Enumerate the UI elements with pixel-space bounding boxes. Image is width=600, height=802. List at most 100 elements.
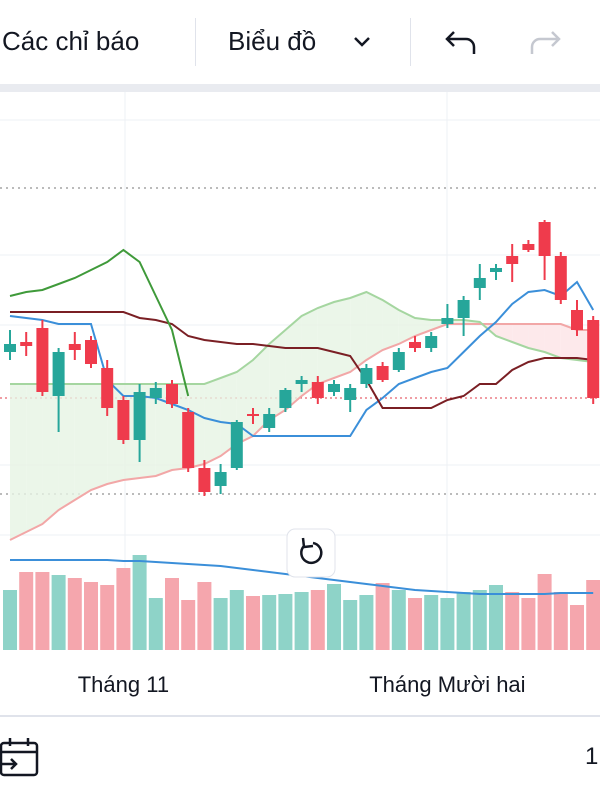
divider: [410, 18, 411, 66]
volume-bar: [359, 595, 374, 650]
candle-body: [490, 268, 502, 272]
volume-bar: [19, 572, 34, 650]
volume-bar: [375, 583, 390, 650]
plot: [3, 220, 600, 650]
candle-body: [311, 382, 324, 398]
chart-type-button[interactable]: Biểu đồ: [228, 26, 317, 56]
cloud-fill: [91, 384, 108, 490]
volume-bar: [521, 598, 536, 650]
candle-body: [554, 256, 567, 300]
chevron-icon: [354, 37, 370, 47]
volume-bar: [553, 592, 568, 650]
candle-body: [538, 222, 551, 256]
cloud-fill: [496, 324, 513, 342]
redo-button[interactable]: [528, 28, 562, 58]
volume-bar: [213, 598, 228, 650]
volume-bar: [181, 600, 196, 650]
cloud-fill: [350, 292, 367, 372]
candle-body: [133, 392, 146, 440]
volume-bar: [165, 578, 179, 650]
range-label[interactable]: 1: [585, 743, 599, 770]
volume-bar: [456, 592, 471, 650]
candle-body: [230, 422, 243, 468]
volume-bar: [148, 598, 163, 650]
reset-button[interactable]: [286, 528, 336, 578]
indicator-line: [9, 248, 190, 397]
indicators-button[interactable]: Các chỉ báo: [2, 26, 140, 56]
span-a-line: [9, 323, 594, 541]
separator: [0, 84, 600, 92]
candle-body: [328, 384, 340, 392]
volume-bar: [3, 590, 17, 650]
candle-body: [52, 352, 65, 396]
cloud-fill: [253, 344, 270, 436]
cloud-fill: [285, 316, 302, 410]
cloud-fill: [317, 302, 334, 384]
volume-bar: [391, 590, 406, 650]
candle-body: [457, 300, 470, 318]
candle-body: [344, 388, 357, 400]
cloud-fill: [512, 324, 529, 348]
volume-bar: [67, 578, 82, 650]
candle-body: [473, 278, 486, 288]
candle-body: [425, 336, 438, 348]
candle-body: [441, 318, 454, 324]
volume-bar: [229, 590, 244, 650]
candle-body: [4, 344, 16, 352]
undo-button[interactable]: [444, 28, 478, 58]
cloud-fill: [10, 384, 27, 540]
volume-bar: [100, 585, 115, 650]
volume-bar: [35, 572, 50, 650]
candle-body: [522, 244, 535, 250]
chart: Tháng 11 Tháng Mười hai: [0, 92, 600, 697]
candle-body: [214, 472, 227, 486]
volume-bar: [327, 584, 341, 650]
volume-bar: [294, 592, 309, 650]
cloud-fill: [334, 298, 351, 378]
candle-body: [360, 368, 373, 384]
candle-body: [182, 412, 195, 468]
candle-body: [409, 342, 421, 348]
x-tick-label: Tháng Mười hai: [369, 672, 525, 697]
volume-bar: [570, 605, 584, 650]
volume-bar: [84, 582, 98, 650]
candle-body: [166, 384, 178, 404]
cloud-fill: [398, 310, 415, 344]
reset-icon: [301, 537, 314, 549]
divider: [195, 18, 196, 66]
cloud-fill: [560, 324, 577, 360]
volume-bar: [51, 575, 66, 650]
cloud-fill: [544, 324, 561, 358]
candle-body: [36, 328, 49, 392]
volume-bar: [537, 574, 552, 650]
volume-bar: [262, 595, 277, 650]
cloud-fill: [26, 384, 43, 532]
cloud-fill: [42, 384, 59, 524]
calendar-button[interactable]: [0, 737, 40, 779]
candle-body: [101, 368, 114, 408]
cloud-fill: [382, 300, 399, 350]
candle-body: [279, 390, 292, 408]
candle-body: [247, 414, 259, 416]
volume-bar: [424, 595, 439, 650]
cloud-fill: [58, 384, 75, 510]
volume-bar: [343, 600, 358, 650]
candle-body: [263, 414, 276, 428]
cloud-fill: [155, 384, 172, 476]
candle-body: [392, 352, 405, 370]
candle-body: [68, 344, 81, 350]
volume-bar: [440, 598, 455, 650]
volume-bar: [116, 568, 131, 650]
reset-icon: [300, 541, 323, 565]
volume-bar: [586, 580, 600, 650]
candle-body: [149, 388, 162, 398]
candle-body: [571, 310, 583, 330]
candle-body: [20, 342, 33, 346]
volume-bar: [489, 585, 503, 650]
cloud-fill: [301, 308, 318, 396]
candle-body: [117, 400, 130, 440]
candle-body: [506, 256, 519, 264]
cloud-fill: [415, 318, 432, 336]
volume-bar: [505, 592, 520, 650]
